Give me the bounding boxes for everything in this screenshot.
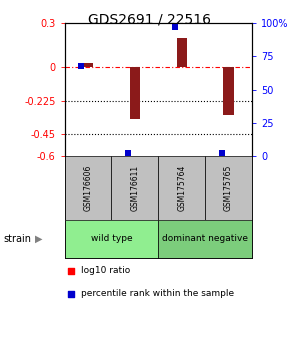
Text: dominant negative: dominant negative (162, 234, 248, 244)
Text: strain: strain (3, 234, 31, 244)
Point (69, 268, 74, 274)
Point (219, 150, 224, 156)
Bar (158, 219, 252, 258)
Text: log10 ratio: log10 ratio (81, 267, 130, 275)
Text: wild type: wild type (91, 234, 132, 244)
Text: GSM176606: GSM176606 (83, 165, 92, 211)
Bar (64, 156, 111, 219)
Point (172, 24, 177, 30)
Bar (83, 63, 93, 67)
Bar (64, 219, 158, 258)
Text: percentile rank within the sample: percentile rank within the sample (81, 289, 234, 298)
Text: GDS2691 / 22516: GDS2691 / 22516 (88, 12, 212, 27)
Bar (111, 156, 158, 219)
Text: ▶: ▶ (35, 234, 43, 244)
Bar (224, 67, 234, 115)
Point (69, 291, 74, 297)
Text: GSM175765: GSM175765 (224, 165, 233, 211)
Bar (130, 67, 140, 119)
Text: GSM176611: GSM176611 (130, 165, 139, 211)
Bar (176, 38, 187, 67)
Bar (158, 156, 205, 219)
Point (125, 150, 130, 156)
Bar (205, 156, 252, 219)
Point (79, 63, 83, 68)
Text: GSM175764: GSM175764 (177, 165, 186, 211)
